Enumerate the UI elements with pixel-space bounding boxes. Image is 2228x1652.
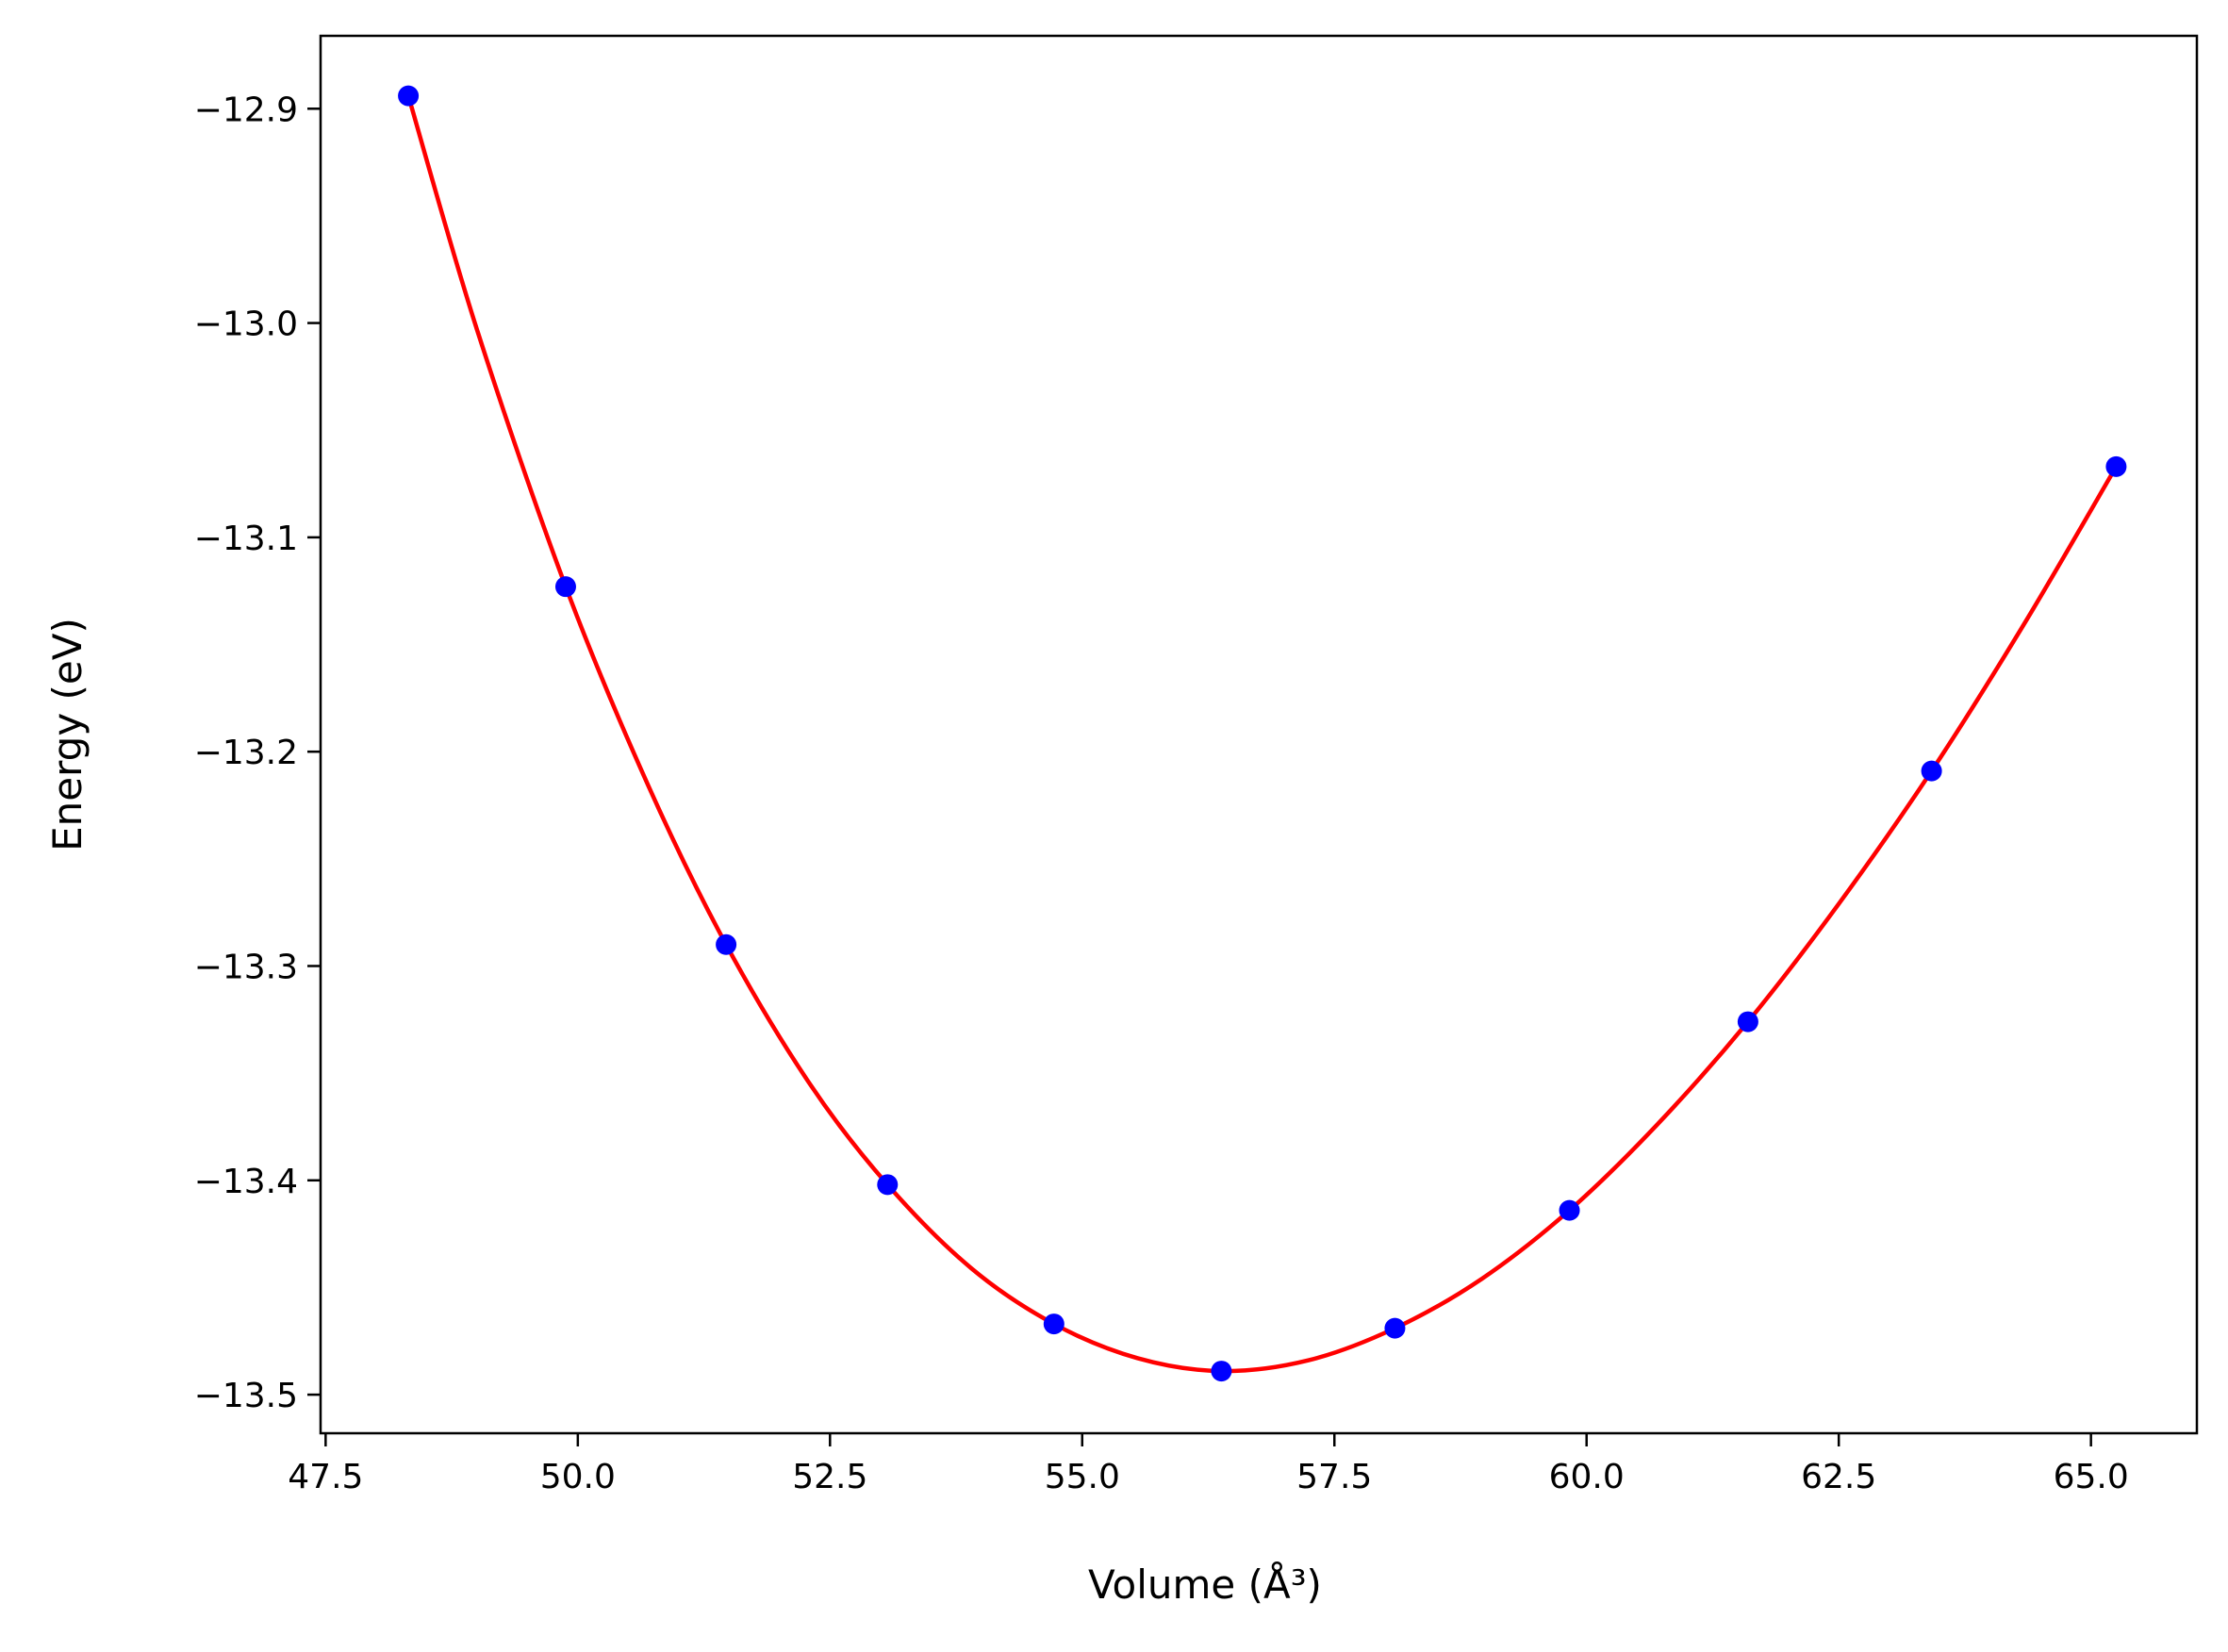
fit-curve	[405, 95, 2119, 1374]
y-axis-label: Energy (eV)	[44, 618, 91, 851]
x-axis: 47.5 50.0 52.5 55.0 57.5 60.0 62.5 65.0	[288, 1433, 2129, 1496]
y-tick-label: −13.1	[194, 520, 298, 558]
x-tick-label: 62.5	[1801, 1458, 1876, 1496]
data-point	[554, 576, 576, 598]
y-axis: −12.9 −13.0 −13.1 −13.2 −13.3 −13.4 −13.5	[194, 91, 321, 1415]
plot-area	[398, 85, 2127, 1382]
x-tick-label: 65.0	[2054, 1458, 2129, 1496]
y-tick-label: −13.5	[194, 1377, 298, 1415]
y-tick-label: −13.4	[194, 1163, 298, 1201]
y-tick-label: −13.2	[194, 734, 298, 772]
data-point	[1043, 1313, 1064, 1335]
y-tick-label: −13.0	[194, 306, 298, 344]
x-axis-label: Volume (Å³)	[1088, 1561, 1322, 1608]
x-tick-label: 50.0	[540, 1458, 616, 1496]
x-tick-label: 52.5	[792, 1458, 867, 1496]
data-point	[877, 1174, 899, 1196]
data-point	[1559, 1199, 1580, 1221]
data-point	[1211, 1361, 1232, 1382]
x-tick-label: 47.5	[288, 1458, 363, 1496]
y-tick-label: −12.9	[194, 91, 298, 129]
data-point	[2105, 455, 2127, 477]
data-point	[716, 933, 737, 955]
axes-frame	[319, 34, 2199, 1435]
data-point	[1384, 1317, 1406, 1339]
data-point	[1921, 760, 1942, 782]
x-tick-label: 57.5	[1296, 1458, 1372, 1496]
data-point	[398, 85, 420, 107]
y-tick-label: −13.3	[194, 948, 298, 986]
x-tick-label: 55.0	[1045, 1458, 1120, 1496]
x-tick-label: 60.0	[1549, 1458, 1625, 1496]
data-point	[1737, 1011, 1758, 1032]
